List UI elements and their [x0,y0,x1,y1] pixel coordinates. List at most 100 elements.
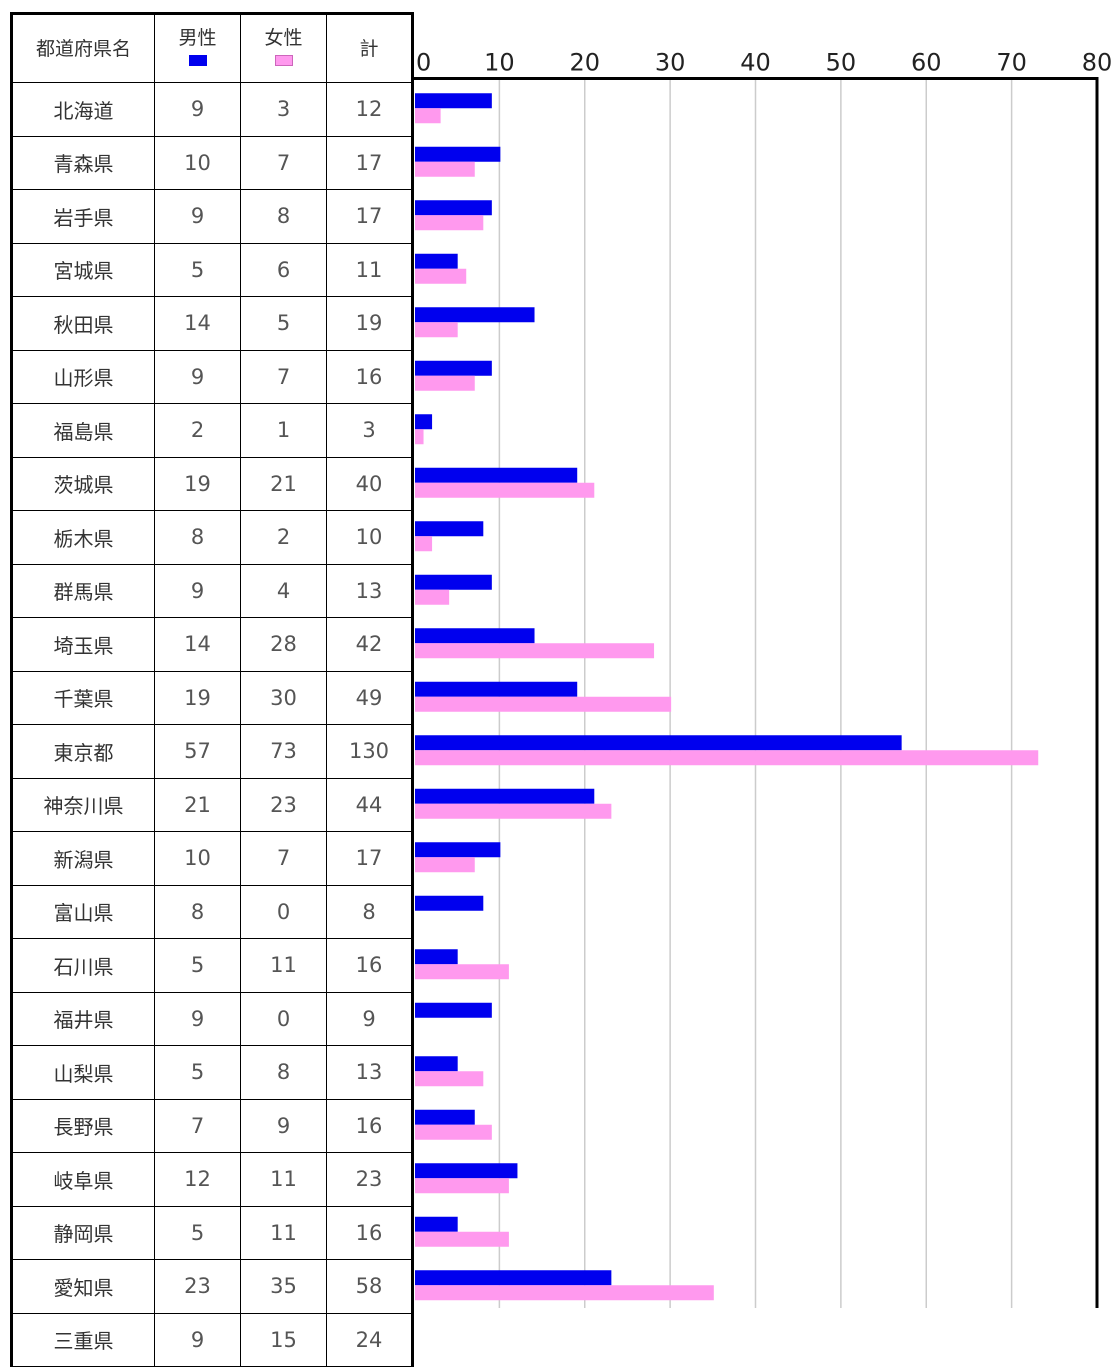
male-bar [415,307,535,323]
male-count-cell: 9 [154,189,241,244]
female-bar [415,964,509,980]
header-row: 都道府県名 男性 女性 計 [11,13,413,83]
male-count-cell: 5 [154,1045,241,1100]
table-row: 静岡県 5 11 16 [11,1205,413,1260]
prefecture-cell: 長野県 [11,1098,155,1153]
table-row: 石川県 5 11 16 [11,938,413,993]
male-bar [415,735,902,751]
x-tick-label: 30 [655,49,686,77]
male-bar [415,521,484,537]
male-count-cell: 5 [154,242,241,297]
total-count-cell: 16 [326,938,413,993]
total-count-cell: 19 [326,296,413,351]
male-bar [415,1216,458,1232]
table-row: 千葉県 19 30 49 [11,670,413,725]
male-count-cell: 9 [154,563,241,618]
female-count-cell: 4 [240,563,327,618]
table-row: 埼玉県 14 28 42 [11,617,413,672]
x-tick-label: 80 [1082,49,1113,77]
male-bar [415,1056,458,1072]
table-row: 群馬県 9 4 13 [11,563,413,618]
prefecture-cell: 北海道 [11,82,155,137]
male-bar [415,949,458,965]
table-row: 福井県 9 0 9 [11,991,413,1046]
total-count-cell: 17 [326,189,413,244]
female-count-cell: 11 [240,1205,327,1260]
female-count-cell: 8 [240,189,327,244]
total-count-cell: 16 [326,1205,413,1260]
male-bar [415,200,492,216]
header-male: 男性 [154,13,241,83]
female-count-cell: 8 [240,1045,327,1100]
female-count-cell: 5 [240,296,327,351]
table-row: 青森県 10 7 17 [11,135,413,190]
prefecture-cell: 群馬県 [11,563,155,618]
total-count-cell: 49 [326,670,413,725]
male-bar [415,681,578,697]
x-tick-label: 60 [911,49,942,77]
total-count-cell: 23 [326,1152,413,1207]
female-count-cell: 0 [240,884,327,939]
total-count-cell: 13 [326,563,413,618]
female-count-cell: 73 [240,724,327,779]
female-count-cell: 15 [240,1312,327,1367]
female-bar [415,803,612,819]
male-bar [415,574,492,590]
prefecture-cell: 三重県 [11,1312,155,1367]
male-bar [415,146,501,162]
male-bar [415,628,535,644]
female-bar [415,1124,492,1140]
prefecture-cell: 富山県 [11,884,155,939]
female-bar [415,215,484,231]
female-bar [415,696,672,712]
male-count-cell: 21 [154,777,241,832]
prefecture-cell: 石川県 [11,938,155,993]
male-count-cell: 10 [154,831,241,886]
female-bar [415,643,655,659]
table-row: 山梨県 5 8 13 [11,1045,413,1100]
female-bar [415,857,475,873]
prefecture-cell: 茨城県 [11,456,155,511]
female-bar [415,108,441,124]
table-row: 山形県 9 7 16 [11,349,413,404]
male-count-cell: 9 [154,991,241,1046]
male-count-cell: 19 [154,670,241,725]
male-count-cell: 8 [154,510,241,565]
female-count-cell: 11 [240,938,327,993]
table-row: 神奈川県 21 23 44 [11,777,413,832]
x-tick-label: 20 [569,49,600,77]
table-row: 岩手県 9 8 17 [11,189,413,244]
total-count-cell: 16 [326,349,413,404]
table-row: 富山県 8 0 8 [11,884,413,939]
male-legend-swatch [188,54,207,66]
female-bar [415,268,467,284]
male-bar [415,1163,518,1179]
total-count-cell: 9 [326,991,413,1046]
female-count-cell: 0 [240,991,327,1046]
total-count-cell: 24 [326,1312,413,1367]
header-total: 計 [326,13,413,83]
female-bar [415,322,458,338]
male-bar [415,467,578,483]
female-count-cell: 30 [240,670,327,725]
male-count-cell: 10 [154,135,241,190]
male-count-cell: 12 [154,1152,241,1207]
table-row: 愛知県 23 35 58 [11,1259,413,1314]
female-count-cell: 7 [240,349,327,404]
male-bar [415,842,501,858]
total-count-cell: 3 [326,403,413,458]
x-tick-label: 50 [826,49,857,77]
table-row: 秋田県 14 5 19 [11,296,413,351]
male-count-cell: 23 [154,1259,241,1314]
prefecture-cell: 千葉県 [11,670,155,725]
male-bar [415,253,458,269]
header-male-label: 男性 [178,26,217,49]
prefecture-cell: 栃木県 [11,510,155,565]
female-count-cell: 9 [240,1098,327,1153]
data-table: 都道府県名 男性 女性 計 北海道 9 3 12 青森県 10 7 17 岩手県 9 8 17 宮城県 5… [10,12,414,1367]
male-count-cell: 5 [154,938,241,993]
prefecture-cell: 青森県 [11,135,155,190]
male-bar [415,1002,492,1018]
female-count-cell: 11 [240,1152,327,1207]
prefecture-cell: 福井県 [11,991,155,1046]
